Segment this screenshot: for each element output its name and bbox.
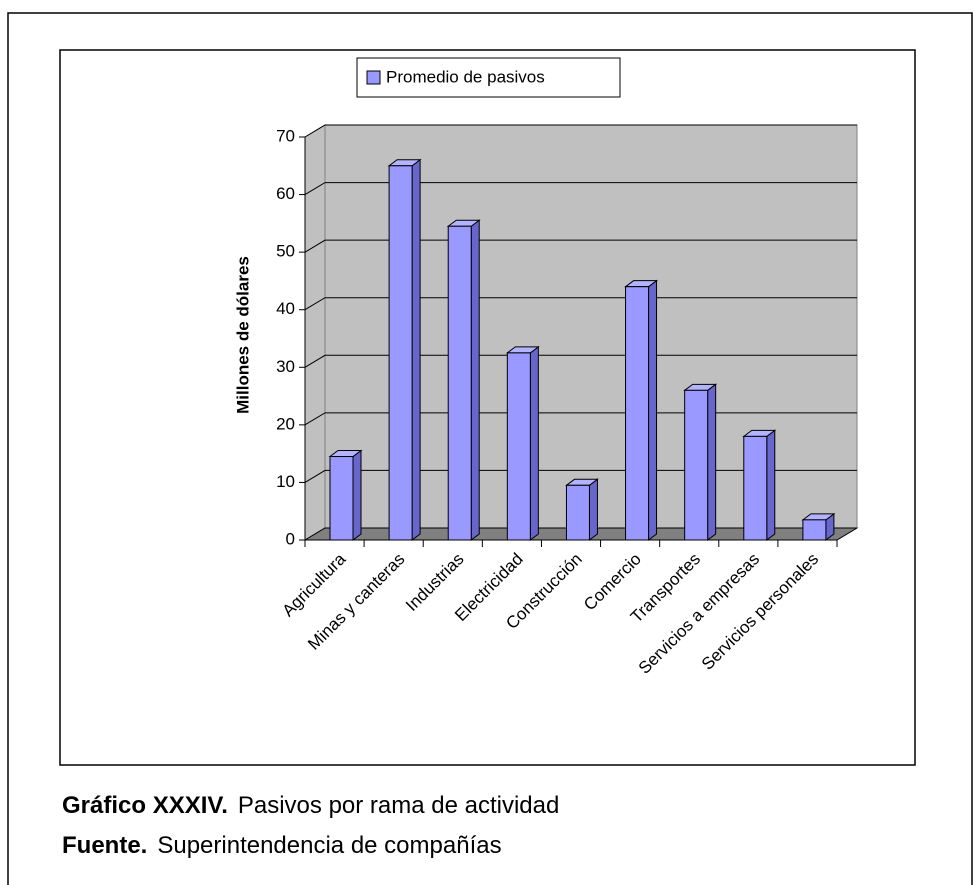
grid-line — [304, 297, 857, 311]
legend-swatch — [366, 70, 381, 85]
bar-side — [470, 219, 480, 541]
legend-box — [356, 57, 621, 98]
source-text: Superintendencia de compañías — [157, 832, 501, 859]
grid-line — [304, 469, 857, 483]
y-tick-label: 10 — [276, 472, 295, 491]
bar-side — [648, 279, 658, 541]
caption: Gráfico XXXIV. Pasivos por rama de activi… — [62, 792, 559, 819]
bar — [388, 165, 413, 541]
y-axis-label: Millones de dólares — [233, 256, 252, 414]
bar — [447, 225, 472, 541]
legend-label: Promedio de pasivos — [386, 67, 545, 86]
y-tick-label: 60 — [276, 184, 295, 203]
bar — [802, 519, 827, 541]
outer-frame — [7, 12, 973, 885]
caption-label: Gráfico XXXIV. — [62, 792, 228, 819]
bar-side — [411, 158, 421, 541]
bar — [506, 352, 531, 541]
bar — [565, 484, 590, 541]
bar — [743, 435, 768, 541]
source: Fuente. Superintendencia de compañías — [62, 832, 502, 859]
bar-side — [588, 478, 598, 541]
y-tick-label: 0 — [286, 529, 295, 548]
source-label: Fuente. — [62, 832, 147, 859]
bar — [329, 456, 354, 541]
y-tick-label: 70 — [276, 126, 295, 145]
grid-line — [304, 124, 857, 138]
y-tick-label: 20 — [276, 414, 295, 433]
grid-line — [304, 354, 857, 368]
bar — [684, 389, 709, 541]
grid-line — [304, 527, 857, 541]
bar-side — [352, 449, 362, 541]
y-tick-label: 30 — [276, 357, 295, 376]
caption-text: Pasivos por rama de actividad — [238, 792, 560, 819]
grid-line — [304, 239, 857, 253]
grid-line — [304, 412, 857, 426]
bar-side — [766, 429, 776, 541]
y-tick-label: 50 — [276, 242, 295, 261]
y-tick-label: 40 — [276, 299, 295, 318]
side-wall — [304, 124, 326, 541]
bar — [625, 286, 650, 541]
x-axis-end — [836, 527, 858, 541]
bar-side — [529, 345, 539, 541]
bar-side — [707, 383, 717, 541]
grid-line — [304, 182, 857, 196]
